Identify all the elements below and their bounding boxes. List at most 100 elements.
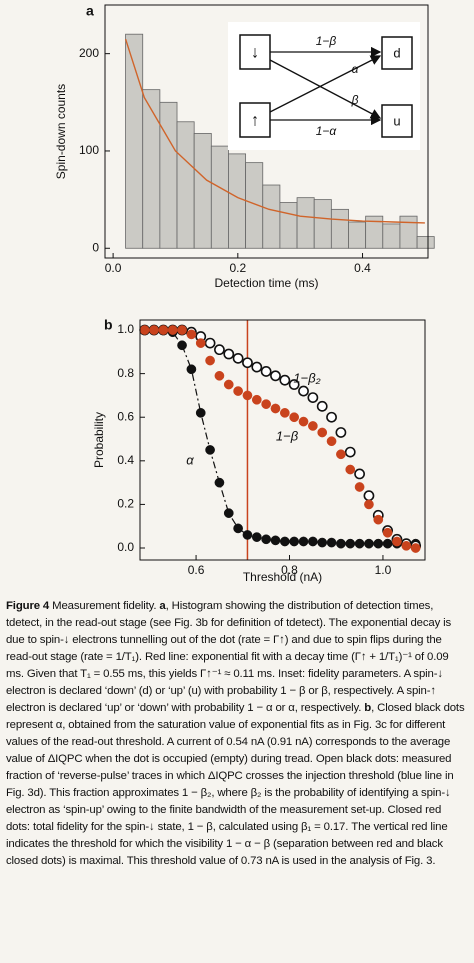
data-point	[373, 538, 384, 549]
x-axis-label: Detection time (ms)	[214, 276, 318, 290]
y-tick-label: 0.6	[117, 409, 134, 423]
data-point	[270, 370, 281, 382]
x-tick-label: 0.0	[105, 261, 122, 275]
arrow	[269, 59, 382, 119]
y-tick-label: 100	[79, 143, 99, 157]
caption-bold: b	[364, 702, 372, 714]
bar	[348, 221, 367, 249]
y-tick-label: 0.0	[117, 540, 134, 554]
data-point	[308, 421, 318, 431]
data-point	[326, 411, 337, 423]
data-point	[401, 540, 412, 551]
data-point	[139, 325, 150, 335]
data-point	[279, 536, 290, 547]
data-point	[364, 499, 374, 510]
data-point	[410, 543, 421, 553]
outcome-box	[381, 36, 413, 70]
x-axis-label: Threshold (nA)	[243, 570, 322, 584]
bar	[262, 184, 281, 249]
data-point	[223, 508, 234, 518]
caption: Figure 4 Measurement fidelity. a, Histog…	[6, 598, 468, 960]
caption-bold: Figure 4	[6, 600, 50, 612]
data-point	[149, 325, 159, 335]
data-point	[167, 325, 178, 335]
data-point	[214, 370, 225, 381]
state-label: ↓	[251, 42, 260, 61]
x-tick-label: 1.0	[375, 563, 392, 577]
data-point	[251, 532, 262, 542]
data-point	[223, 348, 235, 360]
plot-frame	[104, 4, 429, 259]
x-tick-label: 0.6	[188, 563, 205, 577]
bar	[296, 197, 315, 249]
data-point	[345, 464, 356, 475]
data-point	[289, 412, 300, 423]
y-axis-label: Spin-down counts	[54, 84, 68, 179]
caption-text: , Histogram showing the distribution of …	[6, 600, 452, 714]
data-point	[251, 394, 262, 405]
data-point	[373, 514, 384, 525]
inset: ↓ ↑ d u 1−β α β 1−α	[228, 22, 420, 150]
bar	[228, 153, 247, 249]
data-point	[382, 527, 393, 538]
bar	[193, 133, 212, 249]
data-point	[317, 427, 328, 438]
data-point	[336, 449, 346, 460]
state-label: ↑	[251, 110, 260, 129]
data-point	[242, 530, 253, 540]
y-tick-label: 0	[92, 240, 99, 254]
series-label: α	[186, 452, 194, 467]
data-point	[364, 538, 374, 549]
x-tick-label: 0.2	[229, 261, 246, 275]
data-point	[195, 338, 206, 348]
panel-label: b	[104, 317, 113, 333]
data-point	[298, 385, 309, 397]
data-point	[354, 538, 365, 549]
figure: a Spin-down counts Detection time (ms) 0 100…	[54, 3, 435, 584]
data-point	[223, 379, 234, 390]
series-label: 1−β	[276, 428, 299, 443]
data-point	[317, 537, 328, 548]
data-point	[186, 329, 197, 340]
arrow-label: 1−α	[316, 124, 338, 138]
data-point	[233, 523, 243, 534]
bar	[382, 223, 401, 249]
data-point	[270, 535, 281, 546]
data-point	[186, 364, 197, 375]
bar	[330, 208, 349, 249]
data-point	[204, 337, 216, 349]
data-point	[307, 392, 319, 404]
data-point	[288, 379, 300, 390]
data-point	[298, 416, 309, 427]
data-point	[279, 374, 291, 386]
data-point	[308, 536, 318, 547]
bar	[279, 202, 298, 249]
caption-text: Measurement fidelity.	[49, 600, 160, 612]
bar	[313, 199, 332, 249]
y-axis-label: Probability	[92, 412, 106, 468]
data-point	[205, 355, 215, 366]
data-point	[158, 325, 169, 335]
data-point	[242, 390, 253, 401]
data-point	[363, 490, 375, 502]
plot-frame	[139, 319, 426, 561]
state-box	[239, 34, 271, 70]
arrow	[269, 55, 382, 113]
bar	[416, 236, 435, 249]
data-point	[392, 536, 402, 547]
data-point	[336, 538, 346, 549]
bar	[176, 121, 195, 249]
data-point	[214, 344, 225, 356]
data-point	[354, 482, 365, 492]
data-point	[261, 399, 271, 409]
caption-bold: a	[159, 600, 166, 612]
data-point	[382, 538, 393, 549]
data-point	[279, 408, 290, 418]
x-tick-label: 0.8	[281, 563, 298, 577]
y-tick-label: 0.8	[117, 366, 134, 380]
arrow-label: α	[352, 62, 360, 76]
data-point	[345, 538, 356, 549]
data-point	[214, 477, 225, 488]
arrow-label: β	[351, 93, 359, 107]
